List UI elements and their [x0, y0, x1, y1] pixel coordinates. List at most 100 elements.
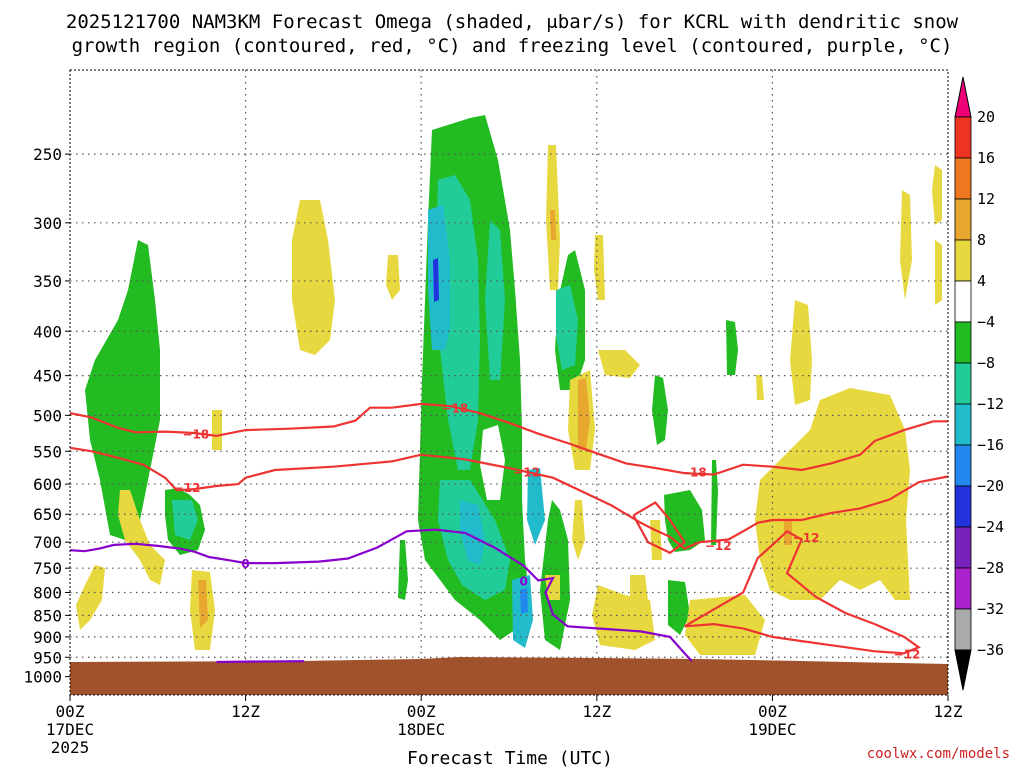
colorbar-min-arrow: [954, 649, 972, 691]
y-tick-label: 300: [33, 214, 62, 233]
isotherm-minus12-dip-line: [632, 501, 687, 555]
y-tick-label: 500: [33, 406, 62, 425]
chart-title-line1: 2025121700 NAM3KM Forecast Omega (shaded…: [66, 11, 959, 33]
contour-label: −12: [705, 539, 732, 553]
colorbar-label: −28: [977, 559, 1004, 577]
omega-region-green: [668, 580, 690, 635]
terrain: [70, 657, 948, 695]
x-tick-label: 12Z: [582, 702, 611, 721]
omega-region-green: [726, 320, 738, 375]
y-tick-label: 400: [33, 322, 62, 341]
omega-region-orange: [578, 378, 590, 450]
contour-label: 0: [519, 575, 527, 589]
colorbar-swatch: [954, 198, 972, 241]
x-tick-label: 00Z: [407, 702, 436, 721]
omega-region-blue: [520, 588, 528, 614]
omega-region-yellow: [932, 165, 942, 225]
x-tick-label: 12Z: [934, 702, 963, 721]
colorbar-swatch: [954, 280, 972, 323]
omega-shading: [76, 115, 942, 655]
omega-region-cyan: [460, 500, 485, 565]
omega-region-yellow: [630, 575, 648, 600]
colorbar-swatch: [954, 403, 972, 446]
omega-region-yellow: [935, 240, 942, 305]
colorbar-label: −24: [977, 518, 1004, 536]
colorbar-label: −12: [977, 395, 1004, 413]
omega-region-teal: [172, 500, 198, 540]
colorbar-swatch: [954, 157, 972, 200]
omega-region-cyan: [428, 205, 450, 350]
omega-region-yellow: [76, 565, 105, 630]
y-tick-label: 950: [33, 648, 62, 667]
omega-region-white: [480, 425, 505, 500]
x-axis-label: Forecast Time (UTC): [407, 748, 613, 768]
contour-label: −12: [174, 481, 201, 495]
x-tick-date: 19DEC: [748, 720, 796, 739]
omega-region-yellow: [386, 255, 400, 300]
contour-label: 0: [241, 557, 249, 571]
y-tick-label: 650: [33, 505, 62, 524]
colorbar-label: 8: [977, 231, 986, 249]
y-tick-label: 250: [33, 145, 62, 164]
omega-region-yellow: [572, 500, 585, 560]
colorbar: 20 16 12 8 4 −4 −8 −12 −16 −20 −24 −28 −32 −36: [954, 76, 1004, 691]
colorbar-label: 20: [977, 108, 995, 126]
isotherm-minus12-line: [70, 446, 948, 550]
colorbar-label: −16: [977, 436, 1004, 454]
omega-region-yellow: [900, 190, 912, 300]
omega-region-cyan: [527, 468, 545, 545]
x-tick-label: 00Z: [56, 702, 85, 721]
colorbar-label: −4: [977, 313, 995, 331]
y-tick-label: 1000: [23, 668, 62, 687]
omega-region-yellow: [592, 585, 655, 650]
colorbar-label: 12: [977, 190, 995, 208]
y-tick-label: 850: [33, 606, 62, 625]
omega-region-green: [398, 540, 408, 600]
chart-title-line2: growth region (contoured, red, °C) and f…: [72, 35, 953, 57]
x-tick-label: 00Z: [758, 702, 787, 721]
contour-label: −12: [894, 647, 921, 661]
colorbar-label: −32: [977, 600, 1004, 618]
omega-region-yellow: [118, 490, 165, 585]
omega-region-yellow: [650, 520, 662, 560]
colorbar-swatch: [954, 362, 972, 405]
colorbar-swatch: [954, 485, 972, 528]
colorbar-label: −20: [977, 477, 1004, 495]
colorbar-swatch: [954, 526, 972, 569]
y-tick-label: 450: [33, 367, 62, 386]
omega-region-green: [652, 375, 668, 445]
omega-region-yellow: [292, 200, 335, 355]
omega-region-orange: [550, 210, 556, 240]
y-tick-label: 800: [33, 584, 62, 603]
omega-region-teal: [556, 285, 578, 370]
colorbar-swatch: [954, 239, 972, 282]
colorbar-label: 4: [977, 272, 986, 290]
contour-label: −18: [680, 465, 707, 479]
omega-region-teal: [485, 220, 505, 380]
omega-region-yellow: [755, 388, 910, 600]
colorbar-swatch: [954, 567, 972, 610]
x-tick-year: 2025: [51, 738, 90, 757]
x-tick-label: 12Z: [231, 702, 260, 721]
omega-region-green: [664, 490, 705, 552]
omega-region-orange: [198, 580, 208, 628]
colorbar-swatch: [954, 321, 972, 364]
credit-text: coolwx.com/models: [867, 746, 1010, 762]
colorbar-label: −8: [977, 354, 995, 372]
isotherm-minus12-lower-line: [684, 529, 921, 655]
colorbar-swatch: [954, 608, 972, 651]
omega-region-yellow: [790, 300, 812, 405]
x-tick-date: 18DEC: [397, 720, 445, 739]
freezing-level-surface-line: [216, 660, 305, 664]
contour-label: −12: [513, 465, 540, 479]
x-tick-date: 17DEC: [46, 720, 94, 739]
omega-region-yellow: [598, 350, 640, 378]
y-tick-label: 350: [33, 272, 62, 291]
y-tick-label: 550: [33, 442, 62, 461]
y-tick-label: 600: [33, 475, 62, 494]
isotherm-minus18-line: [70, 402, 948, 476]
colorbar-swatch: [954, 444, 972, 487]
contour-label: −18: [182, 428, 209, 442]
y-tick-label: 750: [33, 559, 62, 578]
